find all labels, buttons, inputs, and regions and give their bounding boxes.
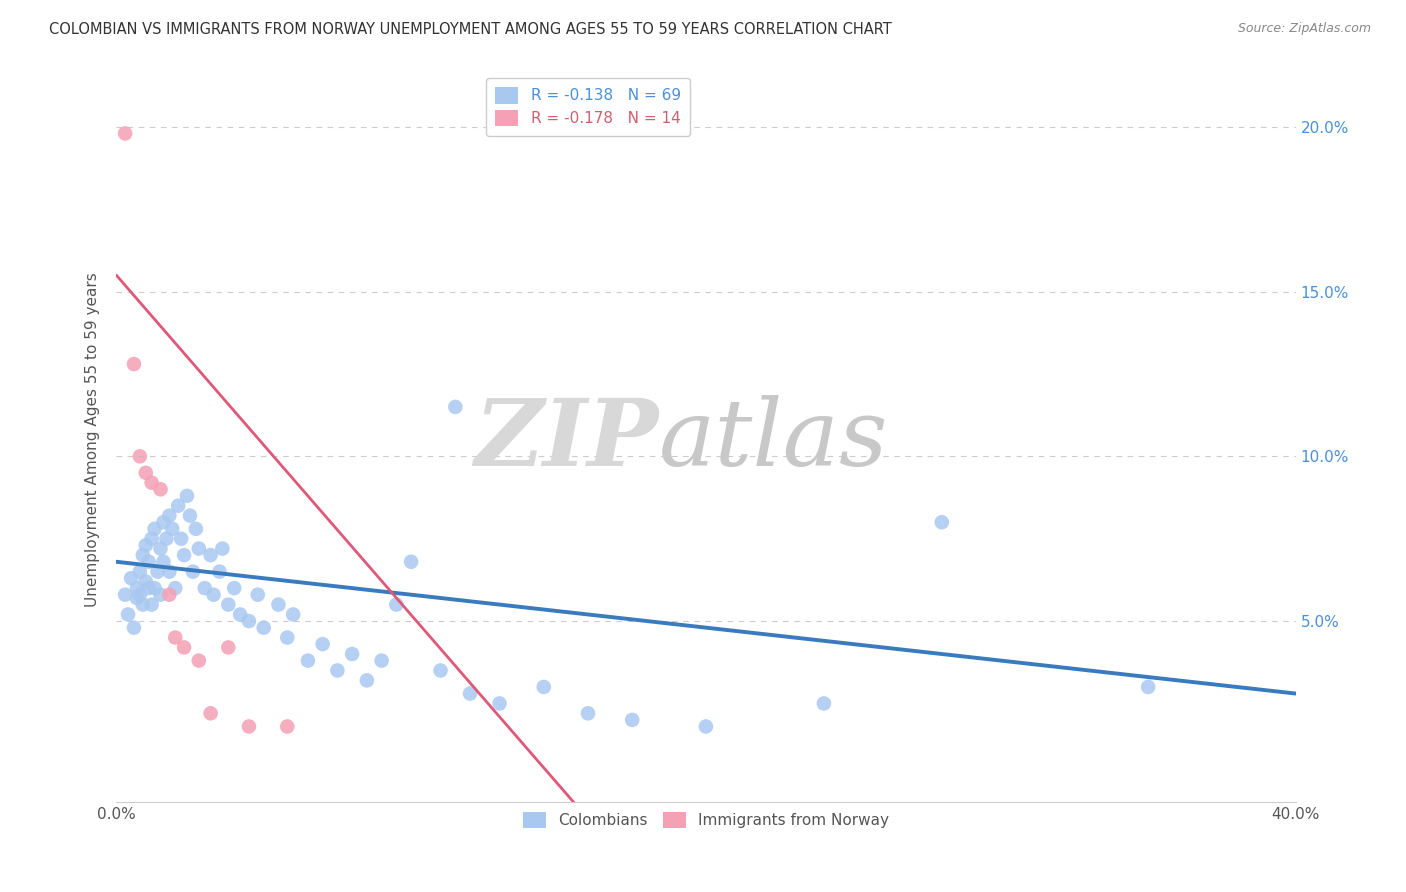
Point xyxy=(297,654,319,668)
Point xyxy=(152,555,174,569)
Point xyxy=(152,515,174,529)
Point xyxy=(173,548,195,562)
Point xyxy=(194,581,217,595)
Point xyxy=(399,555,422,569)
Point xyxy=(238,719,260,733)
Point xyxy=(162,522,184,536)
Point xyxy=(132,548,155,562)
Text: Source: ZipAtlas.com: Source: ZipAtlas.com xyxy=(1237,22,1371,36)
Point xyxy=(167,499,190,513)
Point xyxy=(120,571,142,585)
Point xyxy=(444,400,467,414)
Point xyxy=(458,687,481,701)
Point xyxy=(141,598,163,612)
Point xyxy=(128,588,150,602)
Point xyxy=(141,475,163,490)
Point xyxy=(311,637,333,651)
Point xyxy=(128,450,150,464)
Point xyxy=(276,719,298,733)
Point xyxy=(208,565,231,579)
Legend: Colombians, Immigrants from Norway: Colombians, Immigrants from Norway xyxy=(517,805,896,835)
Point xyxy=(165,581,187,595)
Point xyxy=(267,598,290,612)
Point xyxy=(238,614,260,628)
Point xyxy=(117,607,139,622)
Point xyxy=(138,581,160,595)
Point xyxy=(128,565,150,579)
Point xyxy=(173,640,195,655)
Point xyxy=(533,680,555,694)
Point xyxy=(157,508,180,523)
Point xyxy=(200,706,222,721)
Point xyxy=(429,664,451,678)
Point xyxy=(253,621,276,635)
Point xyxy=(157,588,180,602)
Point xyxy=(170,532,193,546)
Point xyxy=(122,621,145,635)
Point xyxy=(176,489,198,503)
Point xyxy=(135,574,157,589)
Point xyxy=(200,548,222,562)
Point xyxy=(157,565,180,579)
Point xyxy=(326,664,349,678)
Point xyxy=(211,541,233,556)
Point xyxy=(149,541,172,556)
Point xyxy=(276,631,298,645)
Point xyxy=(202,588,225,602)
Point xyxy=(224,581,246,595)
Point xyxy=(217,598,239,612)
Point xyxy=(187,541,209,556)
Point xyxy=(931,515,953,529)
Point xyxy=(114,588,136,602)
Y-axis label: Unemployment Among Ages 55 to 59 years: Unemployment Among Ages 55 to 59 years xyxy=(86,272,100,607)
Text: COLOMBIAN VS IMMIGRANTS FROM NORWAY UNEMPLOYMENT AMONG AGES 55 TO 59 YEARS CORRE: COLOMBIAN VS IMMIGRANTS FROM NORWAY UNEM… xyxy=(49,22,891,37)
Point xyxy=(621,713,644,727)
Text: atlas: atlas xyxy=(659,395,889,485)
Point xyxy=(138,555,160,569)
Point xyxy=(385,598,408,612)
Point xyxy=(488,697,510,711)
Point xyxy=(576,706,599,721)
Point xyxy=(356,673,378,688)
Point xyxy=(340,647,363,661)
Point xyxy=(184,522,207,536)
Point xyxy=(187,654,209,668)
Point xyxy=(143,581,166,595)
Point xyxy=(813,697,835,711)
Point xyxy=(143,522,166,536)
Point xyxy=(246,588,269,602)
Point xyxy=(114,127,136,141)
Text: ZIP: ZIP xyxy=(474,395,659,485)
Point xyxy=(125,581,148,595)
Point xyxy=(229,607,252,622)
Point xyxy=(1137,680,1160,694)
Point xyxy=(155,532,177,546)
Point xyxy=(181,565,204,579)
Point xyxy=(135,466,157,480)
Point xyxy=(146,565,169,579)
Point xyxy=(165,631,187,645)
Point xyxy=(695,719,717,733)
Point xyxy=(141,532,163,546)
Point xyxy=(179,508,201,523)
Point xyxy=(135,538,157,552)
Point xyxy=(283,607,305,622)
Point xyxy=(125,591,148,605)
Point xyxy=(122,357,145,371)
Point xyxy=(217,640,239,655)
Point xyxy=(132,598,155,612)
Point xyxy=(370,654,392,668)
Point xyxy=(149,483,172,497)
Point xyxy=(149,588,172,602)
